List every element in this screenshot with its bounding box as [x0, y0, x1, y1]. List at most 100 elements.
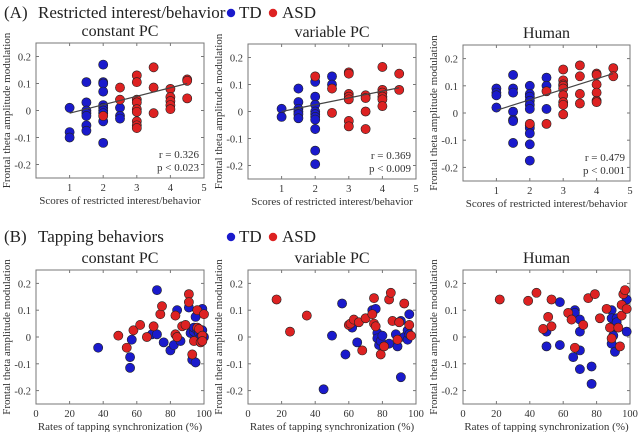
y-tick-label: 0.2	[230, 54, 243, 65]
y-tick-label: -0.2	[441, 163, 458, 174]
data-point-asd	[155, 309, 166, 320]
series-td	[541, 294, 632, 389]
data-point-td	[310, 114, 321, 125]
x-axis-label: Rates of tapping synchronization (%)	[464, 421, 629, 432]
x-axis-label: Scores of restricted interest/behavior	[466, 198, 628, 210]
data-point-td	[293, 113, 304, 124]
x-tick-label: 20	[276, 409, 287, 420]
x-tick-label: 1	[279, 184, 284, 195]
data-point-asd	[370, 321, 381, 332]
y-tick-label: -0.2	[226, 162, 243, 173]
data-point-td	[98, 86, 109, 97]
data-point-asd	[575, 89, 585, 99]
data-point-asd	[187, 349, 198, 360]
data-point-td	[621, 326, 632, 337]
y-tick-label: -0.1	[441, 136, 458, 147]
y-axis-label: Frontal theta amplitude modulation	[428, 259, 440, 415]
stat-r: r = 0.479	[585, 152, 626, 164]
x-tick-label: 4	[380, 184, 386, 195]
panel-2: variable PC 1 2 3 4 5 0.2 0.1 0 -0.1 -0.2 Scores of…	[213, 24, 419, 208]
panel-title: variable PC	[294, 250, 369, 267]
x-tick-label: 3	[346, 184, 351, 195]
y-tick-label: 0.1	[230, 306, 243, 317]
data-point-asd	[379, 341, 389, 352]
data-point-asd	[524, 118, 535, 129]
data-point-asd	[121, 342, 132, 353]
legend-a-td-label: TD	[239, 3, 262, 22]
section-b-header: (B) Tapping behaviors TD ASD	[4, 227, 316, 246]
data-point-asd	[360, 124, 371, 134]
data-point-td	[524, 139, 535, 150]
data-point-asd	[494, 294, 505, 305]
data-point-asd	[605, 322, 615, 333]
data-point-asd	[620, 285, 630, 295]
data-point-asd	[271, 294, 282, 305]
x-tick-label: 4	[594, 186, 600, 197]
legend-b-td-label: TD	[239, 227, 262, 246]
data-point-asd	[128, 325, 139, 336]
x-tick-label: 1	[494, 186, 499, 197]
data-point-asd	[601, 303, 612, 314]
x-tick-label: 100	[622, 409, 638, 420]
series-td	[276, 71, 337, 170]
data-point-td	[64, 102, 75, 113]
data-point-asd	[546, 321, 557, 332]
data-point-asd	[197, 336, 208, 346]
stat-p: p < 0.001	[583, 165, 625, 177]
data-point-td	[352, 337, 363, 348]
x-axis-label: Scores of restricted interest/behavior	[251, 196, 413, 208]
data-point-asd	[538, 324, 549, 334]
legend-a: TD ASD	[226, 3, 316, 22]
data-point-asd	[541, 118, 552, 129]
panel-6: Human 0 20 40 60 80 100 0.2 0.1 0 -0.1 -0.2 Rates of…	[428, 250, 638, 432]
x-tick-label: 0	[460, 409, 465, 420]
y-tick-label: 0.2	[18, 279, 31, 290]
data-point-asd	[399, 298, 410, 309]
regression-line	[69, 82, 188, 114]
panel-title: constant PC	[82, 23, 159, 40]
data-point-asd	[369, 293, 379, 304]
y-axis-label: Frontal theta amplitude modulation	[1, 32, 13, 188]
stat-p: p < 0.023	[157, 162, 199, 174]
data-point-asd	[377, 62, 388, 72]
x-tick-label: 40	[525, 409, 536, 420]
x-tick-label: 5	[413, 184, 418, 195]
data-point-td	[377, 330, 388, 341]
data-point-asd	[301, 310, 312, 321]
data-point-asd	[360, 93, 371, 103]
data-point-asd	[131, 77, 142, 88]
data-point-td	[508, 106, 518, 117]
data-point-asd	[377, 101, 388, 111]
data-point-asd	[406, 330, 416, 341]
data-point-asd	[180, 320, 191, 330]
x-tick-label: 40	[98, 409, 109, 420]
x-tick-label: 20	[64, 409, 75, 420]
panel-title: Human	[523, 25, 570, 42]
y-tick-label: 0.2	[445, 279, 458, 290]
panel-title: constant PC	[82, 250, 159, 267]
data-point-td	[276, 112, 287, 122]
x-axis-label: Rates of tapping synchronization (%)	[38, 421, 203, 432]
section-a-title: Restricted interest/behavior	[38, 3, 226, 22]
y-tick-label: -0.1	[226, 360, 243, 371]
x-tick-label: 0	[245, 409, 250, 420]
data-point-asd	[343, 94, 354, 105]
data-point-asd	[591, 97, 602, 108]
data-point-td	[541, 341, 552, 352]
y-tick-label: 0.1	[445, 306, 458, 317]
data-point-td	[508, 138, 518, 148]
data-point-td	[293, 83, 304, 94]
y-tick-label: -0.1	[14, 360, 31, 371]
data-point-asd	[558, 64, 569, 75]
y-axis-label: Frontal theta amplitude modulation	[428, 35, 440, 191]
data-point-asd	[394, 317, 405, 328]
data-point-asd	[183, 297, 194, 308]
x-tick-label: 1	[67, 183, 72, 194]
data-point-asd	[157, 301, 167, 312]
data-point-asd	[523, 295, 534, 306]
data-point-asd	[394, 68, 405, 79]
data-point-td	[81, 125, 92, 136]
data-point-asd	[558, 109, 569, 120]
data-point-td	[508, 116, 518, 127]
y-axis-label: Frontal theta amplitude modulation	[1, 259, 13, 415]
